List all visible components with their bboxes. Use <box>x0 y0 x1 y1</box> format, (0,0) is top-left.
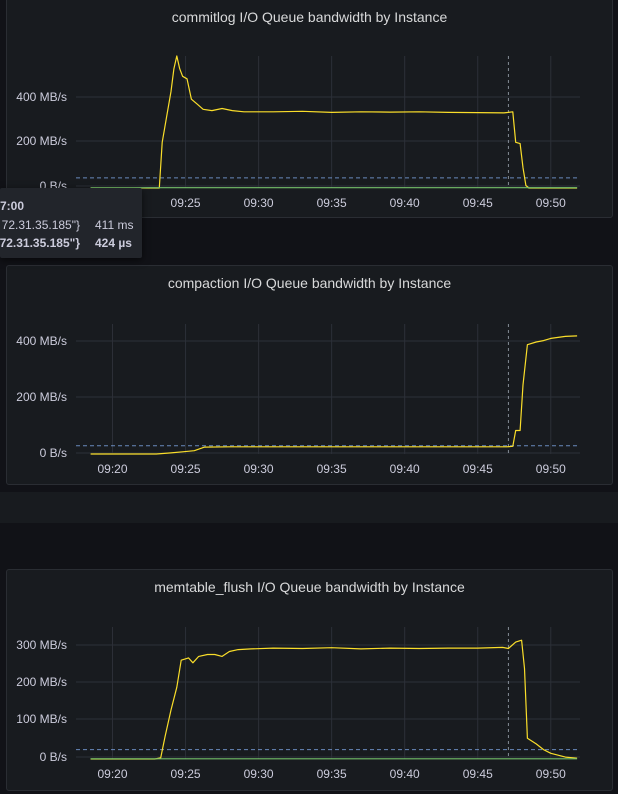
x-tick-label: 09:40 <box>390 462 420 476</box>
x-tick-label: 09:35 <box>317 196 347 210</box>
x-tick-label: 09:45 <box>463 462 493 476</box>
memtable-flush-panel: memtable_flush I/O Queue bandwidth by In… <box>6 569 613 791</box>
x-tick-label: 09:40 <box>390 196 420 210</box>
y-tick-label: 300 MB/s <box>16 638 67 652</box>
x-tick-label: 09:30 <box>244 767 274 781</box>
commitlog-panel-title[interactable]: commitlog I/O Queue bandwidth by Instanc… <box>171 9 448 25</box>
x-tick-label: 09:30 <box>244 196 274 210</box>
x-tick-label: 09:45 <box>463 767 493 781</box>
x-tick-label: 09:25 <box>171 196 201 210</box>
commitlog-panel: commitlog I/O Queue bandwidth by Instanc… <box>6 0 613 218</box>
series-line-primary <box>90 639 578 760</box>
x-tick-label: 09:25 <box>171 462 201 476</box>
y-tick-label: 200 MB/s <box>16 675 67 689</box>
x-tick-label: 09:25 <box>171 767 201 781</box>
y-tick-label: 400 MB/s <box>16 90 67 104</box>
x-tick-label: 09:20 <box>98 462 128 476</box>
x-tick-label: 09:45 <box>463 196 493 210</box>
y-tick-label: 0 B/s <box>40 446 67 460</box>
series-line-primary <box>90 335 578 455</box>
tooltip-time: 7:00 <box>0 199 25 213</box>
tooltip-series-label: 72.31.35.185"} <box>1 218 80 232</box>
x-tick-label: 09:20 <box>98 767 128 781</box>
tooltip-row: 72.31.35.185"} 411 ms <box>0 218 142 234</box>
tooltip-series-value: 411 ms <box>95 218 134 232</box>
tooltip-series-value: 424 µs <box>95 236 132 250</box>
tooltip-row: 72.31.35.185"} 424 µs <box>0 236 142 252</box>
x-tick-label: 09:50 <box>536 767 566 781</box>
y-tick-label: 200 MB/s <box>16 390 67 404</box>
compaction-panel: compaction I/O Queue bandwidth by Instan… <box>6 265 613 485</box>
x-tick-label: 09:50 <box>536 462 566 476</box>
memtable-flush-panel-title[interactable]: memtable_flush I/O Queue bandwidth by In… <box>154 579 465 595</box>
x-tick-label: 09:50 <box>536 196 566 210</box>
y-tick-label: 400 MB/s <box>16 334 67 348</box>
tooltip-series-label: 72.31.35.185"} <box>0 236 80 250</box>
y-tick-label: 200 MB/s <box>16 134 67 148</box>
hover-tooltip: 7:00 72.31.35.185"} 411 ms 72.31.35.185"… <box>0 188 142 258</box>
x-tick-label: 09:30 <box>244 462 274 476</box>
compaction-panel-title[interactable]: compaction I/O Queue bandwidth by Instan… <box>167 275 452 291</box>
series-line-primary <box>90 55 578 189</box>
x-tick-label: 09:35 <box>317 462 347 476</box>
x-tick-label: 09:40 <box>390 767 420 781</box>
x-tick-label: 09:35 <box>317 767 347 781</box>
dashboard-row-divider <box>0 492 618 523</box>
y-tick-label: 0 B/s <box>40 750 67 764</box>
y-tick-label: 100 MB/s <box>16 712 67 726</box>
